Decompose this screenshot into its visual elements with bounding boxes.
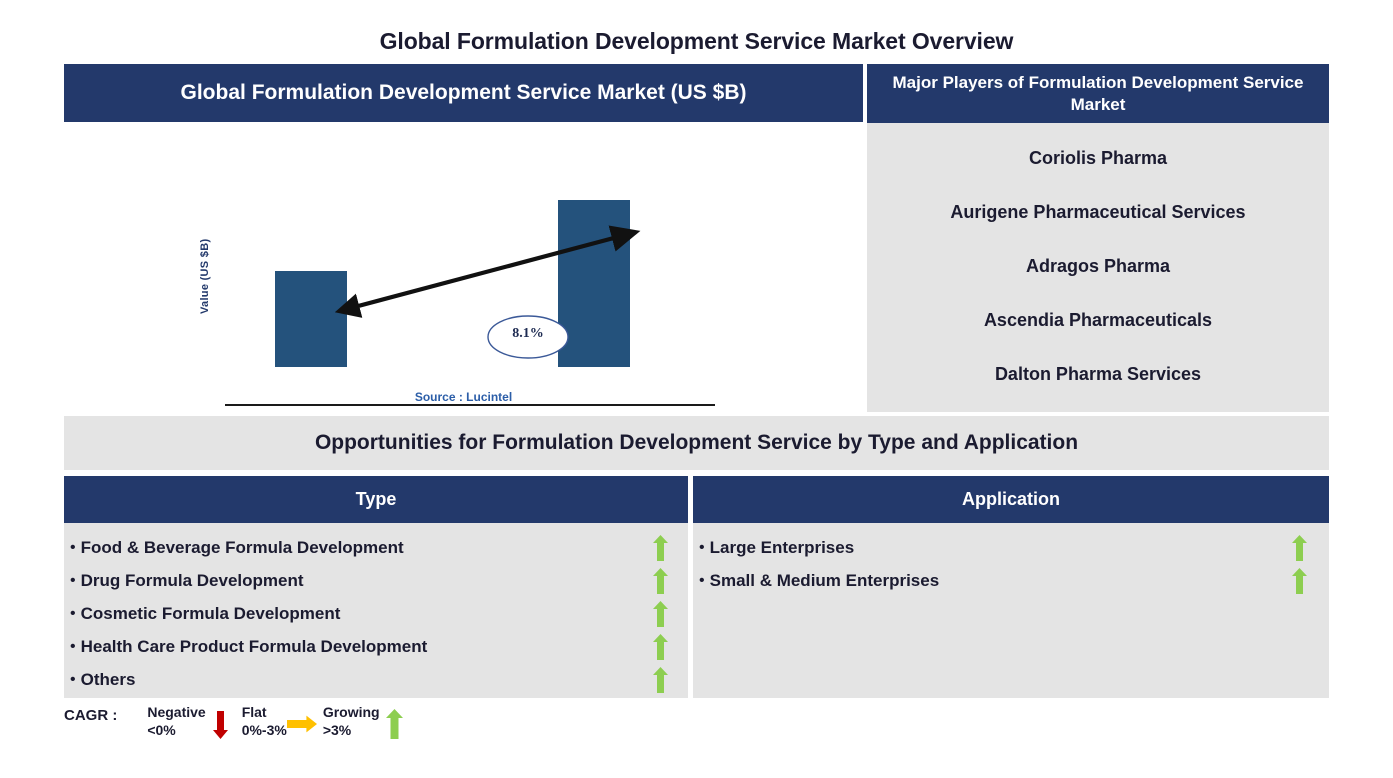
- arrow-down-icon: [206, 704, 236, 744]
- application-list: • Large Enterprises • Small & Medium Ent…: [693, 523, 1329, 597]
- major-players-panel: Major Players of Formulation Development…: [867, 64, 1329, 412]
- bullet-icon: •: [70, 670, 76, 688]
- type-item-label: Food & Beverage Formula Development: [80, 537, 404, 557]
- players-panel-header: Major Players of Formulation Development…: [867, 64, 1329, 123]
- list-item: • Drug Formula Development: [64, 564, 688, 597]
- arrow-up-icon: [640, 534, 680, 561]
- list-item: • Cosmetic Formula Development: [64, 597, 688, 630]
- cagr-legend: CAGR : Negative <0% Flat 0%-3% Growing >…: [64, 704, 764, 754]
- type-panel-header: Type: [64, 476, 688, 523]
- arrow-up-icon: [380, 704, 410, 744]
- bar-2031: [558, 200, 630, 367]
- cagr-flat-name: Flat: [241, 704, 267, 720]
- bullet-icon: •: [70, 604, 76, 622]
- arrow-up-icon: [1279, 534, 1319, 561]
- cagr-negative-range: <0%: [147, 721, 176, 738]
- arrow-up-icon: [640, 600, 680, 627]
- cagr-growing-text: Growing >3%: [323, 704, 380, 739]
- cagr-flat-text: Flat 0%-3%: [242, 704, 287, 739]
- cagr-legend-item-growing: Growing >3%: [323, 704, 410, 744]
- application-item-label: Large Enterprises: [709, 537, 855, 557]
- arrow-up-icon: [640, 633, 680, 660]
- chart-y-axis-label: Value (US $B): [199, 238, 211, 314]
- bullet-icon: •: [699, 571, 705, 589]
- market-chart-panel: Global Formulation Development Service M…: [64, 64, 863, 430]
- type-item-label: Drug Formula Development: [80, 570, 304, 590]
- arrow-up-icon: [640, 567, 680, 594]
- bullet-icon: •: [70, 538, 76, 556]
- list-item: • Small & Medium Enterprises: [693, 564, 1329, 597]
- application-item-label: Small & Medium Enterprises: [709, 570, 940, 590]
- chart-panel-header: Global Formulation Development Service M…: [64, 64, 863, 122]
- list-item: Ascendia Pharmaceuticals: [983, 310, 1213, 331]
- bullet-icon: •: [70, 637, 76, 655]
- type-item-label: Health Care Product Formula Development: [80, 636, 428, 656]
- cagr-negative-text: Negative <0%: [147, 704, 205, 739]
- type-list: • Food & Beverage Formula Development • …: [64, 523, 688, 696]
- list-item: • Large Enterprises: [693, 531, 1329, 564]
- cagr-legend-item-flat: Flat 0%-3%: [242, 704, 317, 744]
- cagr-negative-name: Negative: [147, 704, 206, 720]
- cagr-legend-title: CAGR :: [64, 707, 118, 724]
- list-item: • Food & Beverage Formula Development: [64, 531, 688, 564]
- list-item: Adragos Pharma: [1025, 255, 1171, 276]
- bar-2025: [275, 271, 347, 367]
- list-item: • Health Care Product Formula Developmen…: [64, 630, 688, 663]
- arrow-up-icon: [1279, 567, 1319, 594]
- type-item-label: Cosmetic Formula Development: [80, 603, 341, 623]
- list-item: Coriolis Pharma: [1028, 147, 1168, 168]
- cagr-value-label: 8.1%: [512, 326, 544, 341]
- list-item: Aurigene Pharmaceutical Services: [950, 201, 1246, 222]
- cagr-flat-range: 0%-3%: [241, 721, 287, 738]
- type-panel: Type • Food & Beverage Formula Developme…: [64, 476, 688, 698]
- list-item: Dalton Pharma Services: [994, 364, 1202, 385]
- chart-plot-area: [225, 142, 715, 367]
- list-item: • Others: [64, 663, 688, 696]
- application-panel-header: Application: [693, 476, 1329, 523]
- chart-body: Value (US $B) 2025 2031: [64, 122, 863, 430]
- bullet-icon: •: [70, 571, 76, 589]
- cagr-growing-name: Growing: [322, 704, 380, 720]
- type-item-label: Others: [80, 669, 136, 689]
- chart-x-axis-line: [225, 404, 715, 406]
- page-title: Global Formulation Development Service M…: [379, 28, 1014, 54]
- cagr-legend-item-negative: Negative <0%: [147, 704, 235, 744]
- arrow-up-icon: [640, 666, 680, 693]
- players-list: Coriolis Pharma Aurigene Pharmaceutical …: [867, 123, 1329, 412]
- opportunities-band: Opportunities for Formulation Developmen…: [64, 416, 1329, 470]
- chart-source-note: Source : Lucintel: [414, 390, 513, 404]
- bullet-icon: •: [699, 538, 705, 556]
- opportunities-title: Opportunities for Formulation Developmen…: [314, 431, 1079, 454]
- cagr-growing-range: >3%: [322, 721, 352, 738]
- arrow-right-icon: [286, 704, 317, 744]
- application-panel: Application • Large Enterprises • Small …: [693, 476, 1329, 698]
